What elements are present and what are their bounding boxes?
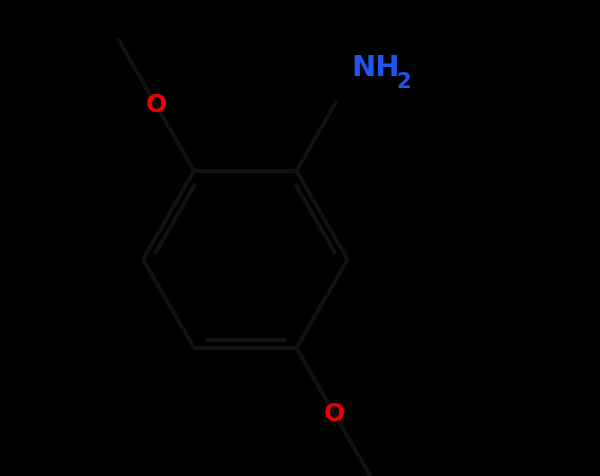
Text: NH: NH	[351, 54, 400, 82]
Text: O: O	[145, 93, 167, 117]
Text: O: O	[324, 402, 345, 426]
Text: 2: 2	[397, 72, 411, 92]
